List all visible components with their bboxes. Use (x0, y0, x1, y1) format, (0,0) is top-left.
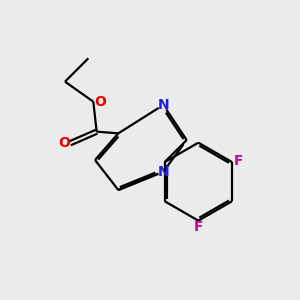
Text: F: F (234, 154, 244, 168)
Text: N: N (158, 98, 169, 112)
Text: O: O (58, 136, 70, 150)
Text: F: F (194, 220, 203, 234)
Text: N: N (158, 165, 169, 179)
Text: O: O (94, 95, 106, 109)
